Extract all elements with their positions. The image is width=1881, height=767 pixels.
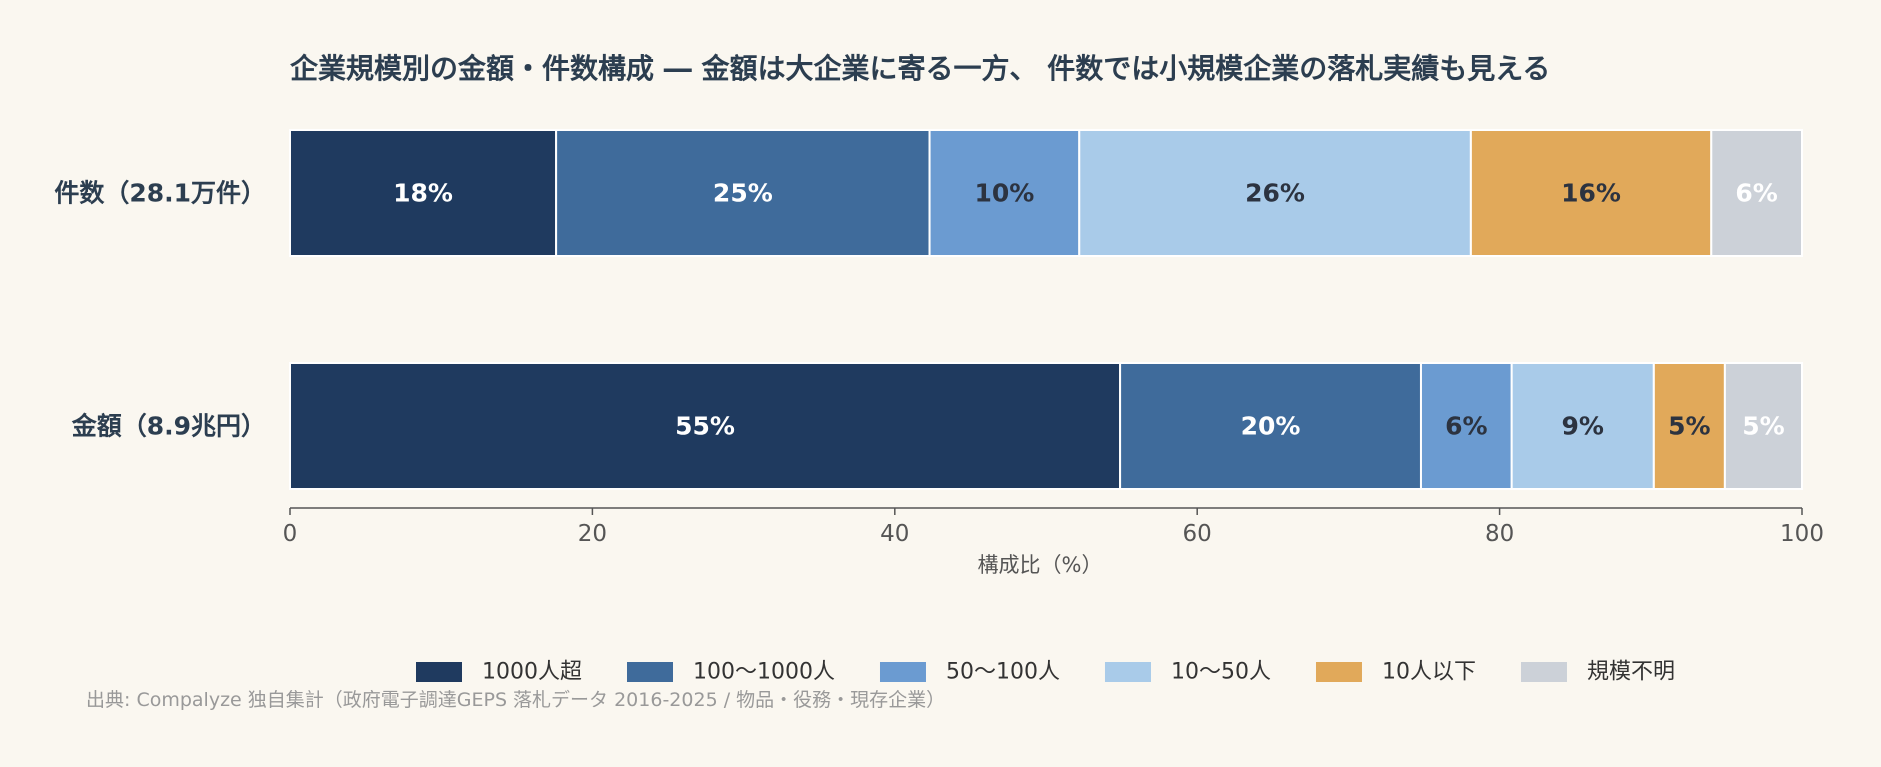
chart-title: 企業規模別の金額・件数構成 ― 金額は大企業に寄る一方、 件数では小規模企業の落… xyxy=(290,52,1550,85)
x-tick-label: 0 xyxy=(283,521,298,547)
category-label: 金額（8.9兆円） xyxy=(71,412,266,441)
legend: 1000人超 100〜1000人 50〜100人 10〜50人 10人以下 規模不明 xyxy=(416,660,1675,685)
data-label: 9% xyxy=(1562,412,1604,441)
legend-swatch xyxy=(416,662,462,682)
bar-segment xyxy=(1469,129,1713,257)
data-label: 26% xyxy=(1245,179,1305,208)
data-label: 16% xyxy=(1561,179,1621,208)
bar-segment xyxy=(1710,129,1804,257)
bar-segment xyxy=(928,129,1081,257)
bar-segment xyxy=(1419,362,1513,490)
legend-swatch xyxy=(1520,662,1567,682)
legend-label: 10〜50人 xyxy=(1171,660,1271,685)
bar-segment xyxy=(289,129,558,257)
bar-segment xyxy=(1078,129,1472,257)
data-label: 6% xyxy=(1735,179,1777,208)
legend-label: 1000人超 xyxy=(482,660,582,685)
legend-label: 規模不明 xyxy=(1587,660,1675,685)
bar-segment xyxy=(1723,362,1803,490)
data-label: 6% xyxy=(1445,412,1487,441)
x-tick-label: 60 xyxy=(1183,521,1212,547)
data-label: 18% xyxy=(393,179,453,208)
legend-label: 100〜1000人 xyxy=(693,660,835,685)
legend-label: 50〜100人 xyxy=(946,660,1060,685)
data-label: 5% xyxy=(1742,412,1784,441)
legend-swatch xyxy=(1315,662,1362,682)
x-axis: 0 20 40 60 80 100 xyxy=(283,507,1824,547)
legend-label: 10人以下 xyxy=(1382,660,1476,685)
bar-segment xyxy=(1119,362,1422,490)
bar-segment xyxy=(1510,362,1655,490)
x-tick-label: 20 xyxy=(578,521,607,547)
legend-swatch xyxy=(627,662,673,682)
legend-swatch xyxy=(879,662,926,682)
x-tick-label: 100 xyxy=(1780,521,1824,547)
bars-group: 件数（28.1万件） 18% 25% 10% 26% 16% 6% 金額（8.9兆円） 55% 2… xyxy=(54,129,1804,490)
category-label: 件数（28.1万件） xyxy=(54,179,266,208)
data-label: 10% xyxy=(974,179,1034,208)
source-note: 出典: Compalyze 独自集計（政府電子調達GEPS 落札データ 2016… xyxy=(86,689,945,711)
x-axis-label: 構成比（%） xyxy=(978,553,1103,577)
x-tick-label: 40 xyxy=(880,521,909,547)
bar-segment xyxy=(289,362,1122,490)
legend-swatch xyxy=(1104,662,1151,682)
bar-segment xyxy=(555,129,931,257)
data-label: 20% xyxy=(1241,412,1301,441)
data-label: 25% xyxy=(713,179,773,208)
data-label: 5% xyxy=(1668,412,1710,441)
x-tick-label: 80 xyxy=(1485,521,1514,547)
data-label: 55% xyxy=(675,412,735,441)
